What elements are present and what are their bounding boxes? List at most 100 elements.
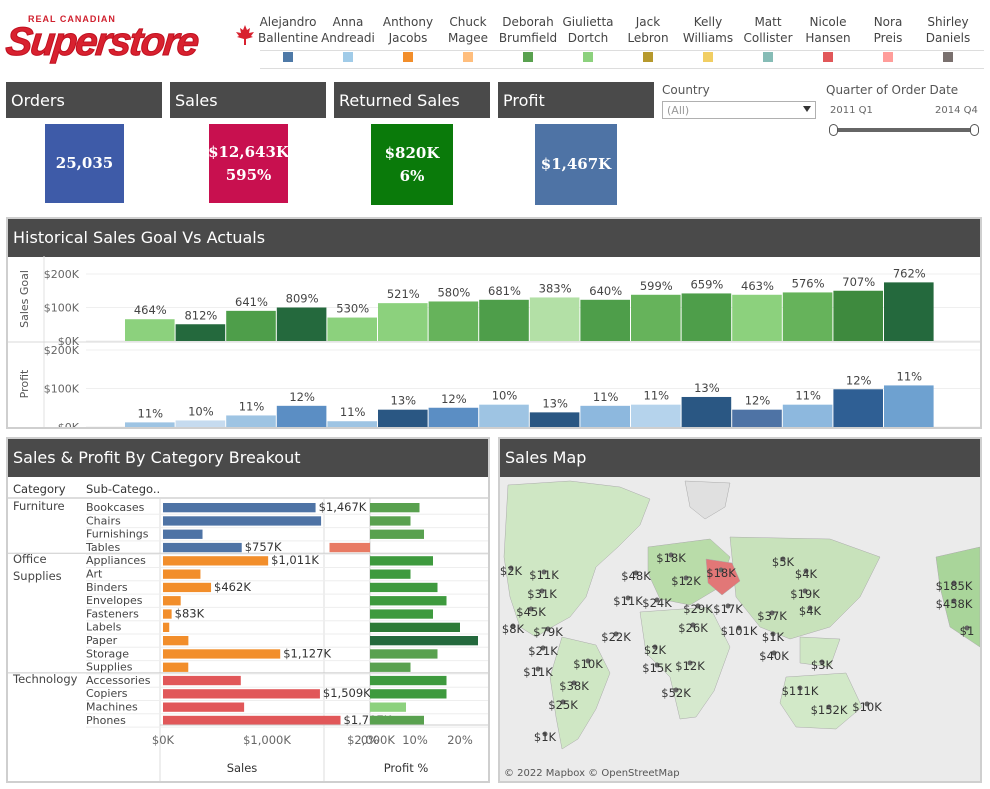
map-landmass [639, 606, 731, 720]
country-filter-select[interactable]: (All) [662, 101, 816, 119]
map-sales-label: $26K [678, 621, 708, 635]
legend-first-name: Nicole [809, 15, 847, 29]
sales-bar [163, 622, 170, 632]
map-marker [826, 704, 832, 710]
legend-swatch [583, 52, 593, 62]
legend-item[interactable]: Anna Andreadi [318, 14, 378, 62]
map-marker [770, 631, 776, 637]
sales-goal-bar-label: 707% [842, 275, 875, 289]
orders-kpi-tile[interactable]: 25,035 [45, 124, 124, 203]
quarter-range-slider[interactable] [833, 128, 977, 132]
sales-goal-bar [833, 290, 883, 341]
category-breakout-chart: Category Sub-Catego.. Furniture Office Suppl… [8, 482, 488, 781]
map-landmass [705, 558, 741, 596]
map-landmass [729, 536, 881, 640]
map-marker [864, 701, 870, 707]
sales-kpi-percent: 595% [225, 165, 272, 184]
map-sales-label: $15K [642, 661, 672, 675]
profit-bar-label: 11% [897, 369, 923, 383]
map-marker [802, 588, 808, 594]
map-marker [541, 569, 547, 575]
profit-bar-label: 11% [644, 389, 670, 403]
profit-bar-label: 10% [188, 404, 214, 418]
quarter-slider-start-handle[interactable] [829, 124, 838, 136]
sales-goal-bar [732, 294, 782, 341]
subcategory-label: Bookcases [86, 501, 145, 514]
profit-tick-label: 10% [402, 733, 428, 747]
legend-item[interactable]: Alejandro Ballentine [258, 14, 318, 62]
legend-item[interactable]: Matt Collister [738, 14, 798, 62]
map-landmass [549, 636, 611, 750]
sales-tick-label: $0K [152, 733, 175, 747]
sales-bar [163, 662, 189, 672]
quarter-slider-end-handle[interactable] [970, 124, 979, 136]
map-marker [736, 625, 742, 631]
map-marker [668, 552, 674, 558]
sales-kpi-tile[interactable]: $12,643K 595% [208, 124, 289, 203]
y-tick-label: $100K [44, 383, 80, 396]
category-column-header: Category [13, 482, 66, 496]
profit-bar [884, 385, 934, 427]
legend-first-name: Shirley [927, 15, 969, 29]
sales-goal-bar-label: 530% [336, 302, 369, 316]
map-sales-label: $2K [500, 564, 523, 578]
y-tick-label: $0K [58, 421, 80, 427]
legend-first-name: Matt [754, 15, 782, 29]
map-landmass [684, 480, 731, 520]
quarter-range-start: 2011 Q1 [830, 105, 873, 116]
legend-item[interactable]: Nora Preis [858, 14, 918, 62]
subcategory-label: Storage [86, 647, 129, 660]
subcategory-label: Phones [86, 714, 126, 727]
legend-last-name: Dortch [567, 31, 609, 45]
map-marker [654, 662, 660, 668]
legend-divider [260, 50, 984, 51]
legend-item[interactable]: Giulietta Dortch [558, 14, 618, 62]
profit-bar-label: 11% [795, 389, 821, 403]
legend-last-name: Hansen [805, 31, 851, 45]
profit-bar [276, 405, 327, 427]
returned-sales-kpi-header: Returned Sales [334, 82, 490, 118]
legend-first-name: Chuck [449, 15, 487, 29]
subcategory-label: Machines [86, 701, 138, 714]
legend-item[interactable]: Kelly Williams [678, 14, 738, 62]
legend-swatch [883, 52, 893, 62]
y-tick-label: $200K [44, 344, 80, 357]
profit-bar [175, 420, 226, 427]
sales-map-title: Sales Map [500, 439, 980, 477]
legend-item[interactable]: Shirley Daniels [918, 14, 978, 62]
sales-map[interactable]: $2K $11K $31K $45K $8K $79K $21K $10K $11K $38K $2… [500, 477, 980, 781]
sales-goal-bar-label: 580% [437, 285, 470, 299]
map-sales-label: $11K [523, 665, 553, 679]
legend-item[interactable]: Nicole Hansen [798, 14, 858, 62]
legend-first-name: Anthony [382, 15, 434, 29]
map-marker [690, 622, 696, 628]
map-marker [951, 598, 957, 604]
legend-item[interactable]: Anthony Jacobs [378, 14, 438, 62]
map-sales-label: $19K [790, 587, 820, 601]
map-sales-label: $8K [502, 622, 525, 636]
map-sales-label: $79K [533, 625, 563, 639]
logo-wordmark: Superstore [3, 20, 200, 65]
returned-sales-kpi-tile[interactable]: $820K 6% [371, 124, 453, 205]
sales-goal-bar [884, 282, 934, 341]
legend-item[interactable]: Chuck Magee [438, 14, 498, 62]
sales-goal-bar-label: 463% [741, 279, 774, 293]
sales-goal-bar [529, 297, 580, 341]
legend-item[interactable]: Deborah Brumfield [498, 14, 558, 62]
legend-last-name: Magee [447, 31, 489, 45]
map-sales-label: $38K [559, 679, 589, 693]
sales-bar [163, 649, 281, 659]
profit-kpi-header: Profit [498, 82, 654, 118]
maple-leaf-icon [236, 25, 254, 45]
sales-bar [163, 689, 320, 699]
legend-item[interactable]: Jack Lebron [618, 14, 678, 62]
profit-kpi-tile[interactable]: $1,467K [535, 124, 617, 205]
map-marker [508, 565, 514, 571]
legend-swatch [943, 52, 953, 62]
legend-swatch [463, 52, 473, 62]
sales-goal-bar-label: 640% [589, 284, 622, 298]
profit-bar-label: 11% [340, 405, 366, 419]
profit-kpi-value: $1,467K [540, 155, 612, 173]
chevron-down-icon [803, 106, 811, 112]
profit-bar [580, 405, 630, 427]
